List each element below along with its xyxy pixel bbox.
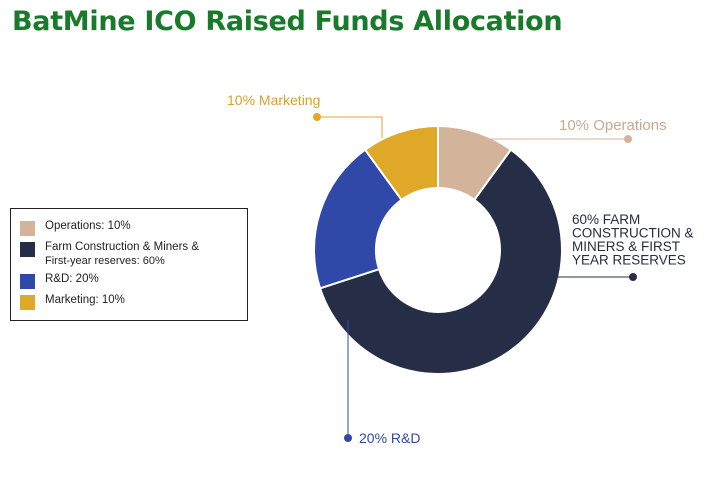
legend-label-marketing: Marketing: 10% <box>45 294 125 306</box>
leader-dot-farm <box>629 273 637 281</box>
legend-item-operations: Operations: 10% <box>20 219 239 236</box>
legend-swatch-marketing <box>20 295 35 310</box>
legend-swatch-farm <box>20 242 35 257</box>
leader-dot-rd <box>344 434 352 442</box>
legend-item-rd: R&D: 20% <box>20 272 239 289</box>
legend-label-operations: Operations: 10% <box>45 220 131 232</box>
legend-swatch-rd <box>20 274 35 289</box>
legend-label-farm: Farm Construction & Miners & First-year r… <box>45 241 200 267</box>
leader-dot-marketing <box>313 113 321 121</box>
callout-label-rd: 20% R&D <box>359 430 420 446</box>
legend-item-farm: Farm Construction & Miners & First-year r… <box>20 240 239 268</box>
callout-label-operations: 10% Operations <box>559 117 667 134</box>
leader-dot-operations <box>624 135 632 143</box>
legend-item-marketing: Marketing: 10% <box>20 293 239 310</box>
chart-title: BatMine ICO Raised Funds Allocation <box>12 6 563 37</box>
slice-marketing <box>363 124 439 202</box>
callout-label-marketing: 10% Marketing <box>227 92 320 108</box>
legend-label-rd: R&D: 20% <box>45 273 99 285</box>
slice-farm <box>318 148 563 375</box>
leader-line-marketing <box>317 116 383 138</box>
legend-swatch-operations <box>20 221 35 236</box>
slice-rd <box>313 148 403 290</box>
callout-label-farm: 60% FARM CONSTRUCTION & MINERS & FIRST YEAR… <box>572 212 694 268</box>
legend: Operations: 10% Farm Construction & Miner… <box>10 208 248 321</box>
